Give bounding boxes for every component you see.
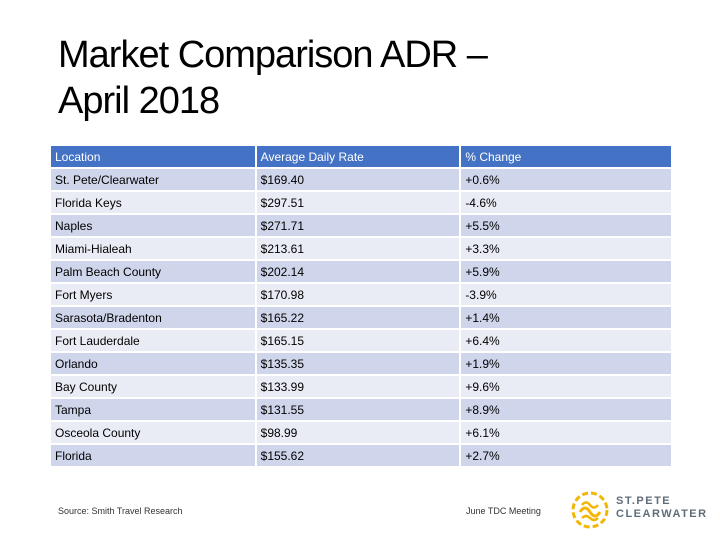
logo-line-2: CLEARWATER (616, 508, 708, 520)
table-row: Fort Lauderdale $165.15 +6.4% (51, 330, 671, 351)
cell-location: Tampa (51, 399, 257, 420)
cell-location: Bay County (51, 376, 257, 397)
title-line-1: Market Comparison ADR – (58, 34, 488, 76)
table-row: Bay County $133.99 +9.6% (51, 376, 671, 397)
cell-change: +0.6% (461, 169, 671, 190)
table-row: Florida $155.62 +2.7% (51, 445, 671, 466)
cell-adr: $165.15 (256, 330, 462, 351)
title-line-2: April 2018 (58, 80, 220, 122)
sun-swirl-icon (571, 491, 609, 529)
table-row: Naples $271.71 +5.5% (51, 215, 671, 236)
header-percent-change: % Change (461, 146, 671, 167)
table-row: Tampa $131.55 +8.9% (51, 399, 671, 420)
header-average-daily-rate: Average Daily Rate (256, 146, 462, 167)
logo-wordmark: ST.PETE CLEARWATER (616, 495, 708, 521)
cell-location: Florida (51, 445, 257, 466)
cell-change: +6.1% (461, 422, 671, 443)
cell-change: +5.9% (461, 261, 671, 282)
table-row: Palm Beach County $202.14 +5.9% (51, 261, 671, 282)
table-row: Miami-Hialeah $213.61 +3.3% (51, 238, 671, 259)
cell-change: +1.4% (461, 307, 671, 328)
cell-adr: $271.71 (256, 215, 462, 236)
cell-adr: $98.99 (256, 422, 462, 443)
cell-location: Miami-Hialeah (51, 238, 257, 259)
cell-change: +8.9% (461, 399, 671, 420)
cell-change: +2.7% (461, 445, 671, 466)
cell-change: -3.9% (461, 284, 671, 305)
page-title: Market Comparison ADR – April 2018 (58, 32, 658, 124)
cell-change: +6.4% (461, 330, 671, 351)
cell-change: +1.9% (461, 353, 671, 374)
table-row: Florida Keys $297.51 -4.6% (51, 192, 671, 213)
cell-change: -4.6% (461, 192, 671, 213)
cell-adr: $213.61 (256, 238, 462, 259)
header-location: Location (51, 146, 257, 167)
table-row: Sarasota/Bradenton $165.22 +1.4% (51, 307, 671, 328)
cell-adr: $297.51 (256, 192, 462, 213)
logo-line-1: ST.PETE (616, 495, 672, 507)
cell-location: Fort Lauderdale (51, 330, 257, 351)
cell-location: Palm Beach County (51, 261, 257, 282)
cell-adr: $202.14 (256, 261, 462, 282)
cell-adr: $135.35 (256, 353, 462, 374)
st-pete-clearwater-logo: ST.PETE CLEARWATER (570, 490, 710, 530)
cell-location: Osceola County (51, 422, 257, 443)
cell-adr: $170.98 (256, 284, 462, 305)
meeting-label: June TDC Meeting (466, 506, 541, 516)
cell-adr: $133.99 (256, 376, 462, 397)
table-row: Osceola County $98.99 +6.1% (51, 422, 671, 443)
cell-change: +9.6% (461, 376, 671, 397)
cell-location: Sarasota/Bradenton (51, 307, 257, 328)
cell-location: Florida Keys (51, 192, 257, 213)
cell-adr: $155.62 (256, 445, 462, 466)
cell-location: Orlando (51, 353, 257, 374)
cell-change: +5.5% (461, 215, 671, 236)
cell-adr: $165.22 (256, 307, 462, 328)
cell-adr: $169.40 (256, 169, 462, 190)
source-note: Source: Smith Travel Research (58, 506, 183, 516)
cell-change: +3.3% (461, 238, 671, 259)
table-row: Orlando $135.35 +1.9% (51, 353, 671, 374)
table-row: Fort Myers $170.98 -3.9% (51, 284, 671, 305)
adr-comparison-table: Location Average Daily Rate % Change St.… (51, 144, 671, 468)
table-row: St. Pete/Clearwater $169.40 +0.6% (51, 169, 671, 190)
cell-location: Naples (51, 215, 257, 236)
cell-adr: $131.55 (256, 399, 462, 420)
cell-location: Fort Myers (51, 284, 257, 305)
cell-location: St. Pete/Clearwater (51, 169, 257, 190)
table-header-row: Location Average Daily Rate % Change (51, 146, 671, 167)
